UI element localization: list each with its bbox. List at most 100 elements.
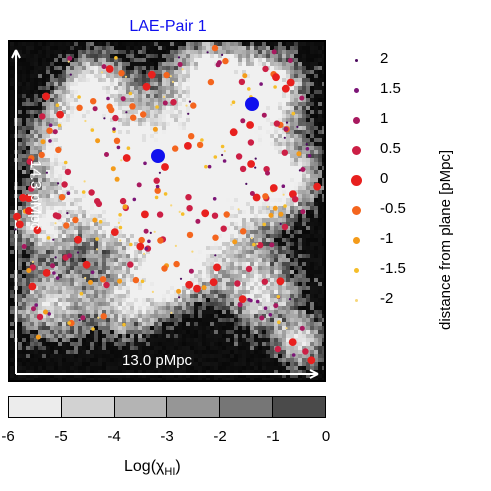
lae-point	[256, 242, 264, 249]
lae-point	[250, 237, 253, 240]
lae-point	[237, 302, 243, 308]
lae-point	[179, 277, 183, 280]
lae-point	[302, 348, 309, 355]
lae-point	[48, 123, 53, 127]
lae-point	[274, 345, 282, 353]
lae-point	[28, 282, 37, 291]
lae-point	[143, 228, 149, 234]
lae-point	[95, 237, 99, 241]
lae-point	[52, 129, 58, 135]
lae-point	[91, 327, 95, 331]
lae-point	[273, 120, 281, 127]
lae-point	[92, 106, 98, 112]
colorbar-tick-label: -4	[107, 428, 121, 445]
lae-point	[161, 265, 168, 272]
lae-point	[300, 167, 306, 172]
lae-point	[143, 161, 147, 166]
lae-point	[42, 269, 51, 277]
lae-point	[305, 147, 310, 151]
legend-marker	[352, 116, 360, 124]
lae-point	[161, 163, 169, 171]
lae-point	[153, 177, 160, 184]
lae-point	[247, 160, 256, 168]
lae-point	[57, 182, 60, 185]
lae-point	[128, 91, 133, 96]
lae-point	[272, 205, 278, 211]
lae-point	[191, 250, 194, 253]
lae-point	[240, 118, 246, 124]
lae-point	[152, 126, 158, 132]
lae-point	[238, 78, 246, 86]
lae-point	[193, 284, 201, 293]
lae-point	[162, 100, 168, 106]
lae-point	[77, 95, 81, 99]
x-scale-label: 13.0 pMpc	[122, 352, 193, 369]
colorbar-segment	[167, 397, 221, 417]
lae-point	[269, 242, 275, 248]
lae-point	[36, 313, 44, 321]
lae-point	[119, 197, 127, 205]
lae-point	[247, 297, 251, 302]
lae-point	[223, 211, 230, 218]
lae-point	[190, 102, 197, 109]
lae-point	[28, 185, 35, 192]
lae-point	[307, 356, 316, 365]
lae-point	[100, 313, 107, 320]
legend-entry: -0.5	[350, 200, 430, 220]
lae-point	[100, 71, 104, 74]
lae-point	[114, 56, 118, 60]
lae-point	[66, 191, 71, 195]
lae-point	[156, 211, 164, 218]
colorbar-tick-label: 0	[321, 428, 331, 445]
lae-point	[103, 117, 106, 120]
lae-point	[178, 210, 181, 213]
lae-point	[132, 197, 137, 202]
lae-point	[254, 157, 257, 160]
lae-point	[50, 263, 55, 269]
lae-point	[147, 239, 151, 244]
lae-point	[120, 159, 123, 162]
lae-point	[117, 221, 120, 224]
lae-point	[153, 230, 156, 233]
lae-point	[234, 280, 241, 287]
lae-point	[122, 204, 128, 210]
lae-point	[252, 193, 261, 202]
lae-point	[213, 263, 221, 272]
lae-point	[118, 70, 125, 77]
lae-point	[154, 187, 161, 194]
lae-point	[90, 270, 95, 275]
lae-point	[268, 212, 274, 218]
lae-point	[120, 96, 126, 102]
legend-entry: -1.5	[350, 260, 430, 280]
lae-point	[54, 256, 57, 259]
lae-point	[15, 220, 24, 229]
lae-point	[72, 216, 79, 224]
lae-point	[271, 49, 277, 55]
lae-point	[229, 128, 238, 137]
legend-label: 2	[380, 50, 389, 67]
lae-point	[204, 164, 208, 169]
lae-point	[283, 204, 287, 208]
lae-point	[299, 325, 305, 331]
lae-point	[154, 195, 159, 200]
lae-point	[288, 298, 292, 301]
lae-point	[13, 212, 21, 221]
lae-point	[97, 316, 100, 319]
lae-point	[31, 306, 36, 312]
lae-point	[95, 200, 103, 208]
lae-point	[140, 279, 145, 284]
lae-point	[261, 278, 268, 285]
lae-point	[95, 248, 99, 251]
lae-point	[110, 166, 116, 172]
lae-point	[101, 64, 107, 70]
lae-point	[273, 85, 277, 89]
legend-marker	[350, 174, 362, 186]
lae-point	[79, 291, 84, 296]
colorbar-segment	[114, 397, 168, 417]
lae-point	[40, 139, 46, 145]
lae-point	[242, 73, 248, 79]
lae-point	[14, 228, 17, 231]
lae-point	[61, 181, 68, 188]
lae-point	[277, 320, 281, 325]
colorbar-tick-label: -6	[1, 428, 15, 445]
